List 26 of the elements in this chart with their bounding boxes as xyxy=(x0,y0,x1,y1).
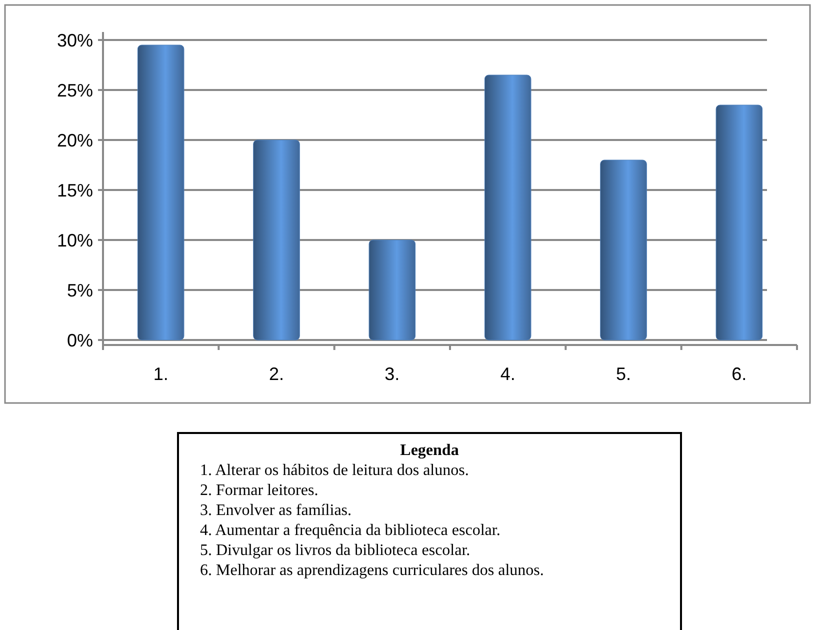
y-tick-label: 10% xyxy=(56,230,93,250)
text: 2. Formar leitores. xyxy=(200,482,318,499)
x-tick-label: 6. xyxy=(732,364,747,384)
x-tick-label: 4. xyxy=(500,364,516,384)
text: 5. Divulgar os livros da biblioteca escolar. xyxy=(200,542,470,559)
x-tick-label: 1. xyxy=(153,364,168,384)
x-tick-label: 2. xyxy=(268,364,284,384)
text: 4. Aumentar a frequência da biblioteca escolar. xyxy=(200,522,500,539)
bar xyxy=(484,74,532,340)
text: 6. Melhorar as aprendizagens curriculares dos alunos. xyxy=(200,562,544,579)
x-tick-label: 3. xyxy=(384,364,400,384)
y-tick-label: 25% xyxy=(56,80,93,100)
y-tick-label: 5% xyxy=(66,280,93,300)
bar xyxy=(716,104,763,340)
y-tick-label: 0% xyxy=(66,330,93,350)
bar xyxy=(368,240,416,340)
x-tick-label: 5. xyxy=(616,364,632,384)
y-tick-label: 20% xyxy=(56,130,93,150)
bar xyxy=(600,160,647,340)
legend-title: Legenda xyxy=(400,442,459,459)
y-tick-label: 30% xyxy=(56,30,93,50)
bar xyxy=(137,44,184,340)
bar xyxy=(253,140,300,340)
y-tick-label: 15% xyxy=(56,180,93,200)
text: 3. Envolver as famílias. xyxy=(200,502,352,519)
text: 1. Alterar os hábitos de leitura dos alunos. xyxy=(200,462,469,479)
